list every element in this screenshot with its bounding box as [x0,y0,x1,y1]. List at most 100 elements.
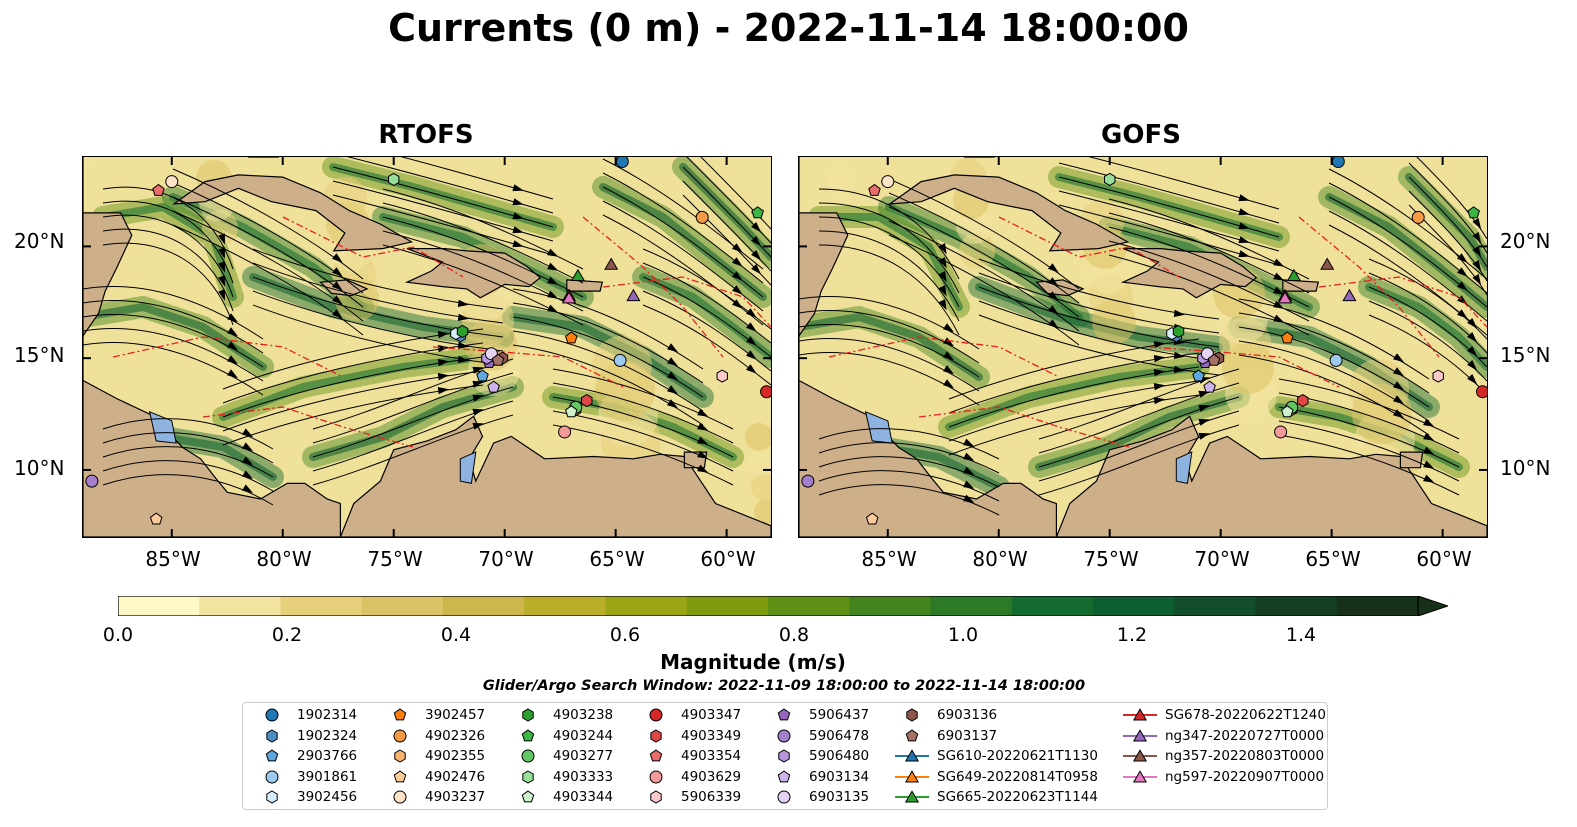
streamline [818,470,1000,502]
streamline-arrow [332,267,343,277]
legend-label: 3901861 [297,768,358,785]
streamline-arrow [227,369,238,379]
streamline-arrow [746,322,757,332]
streamline-arrow [472,380,484,388]
colorbar-segment [930,596,1013,616]
legend-item: 4902326 [381,726,501,746]
map-gofs [799,157,1487,537]
streamline [602,214,764,326]
calm-patch [751,473,771,501]
streamline-arrow [227,327,238,337]
streamline [682,166,771,258]
streamline [642,304,771,386]
streamline [686,157,771,244]
legend-item: SG649-20220814T0958 [893,767,1098,787]
streamline [1108,240,1310,322]
lake [1175,451,1193,484]
streamline-arrow [1393,353,1404,363]
streamline-arrow [472,422,484,430]
streamline [1038,396,1240,468]
streamline-arrow [1238,236,1250,244]
legend-symbol [394,749,406,763]
landmass [887,174,1130,252]
colorbar-tick: 0.6 [609,624,641,646]
eez-boundary [582,216,724,358]
legend-item: 3902457 [381,705,501,725]
platform-marker [570,268,586,281]
streamline [642,262,771,344]
streamline [888,220,1080,332]
streamline [818,230,960,322]
lon-label: 80°W [256,547,312,571]
streamline-arrow [938,271,947,283]
streamline-arrow [1472,232,1482,244]
legend-item: ng357-20220803T0000 [1121,746,1324,766]
legend-marker [1123,728,1157,741]
lon-label: 75°W [367,547,423,571]
streamline-arrow [1238,208,1250,216]
streamline-arrow [1457,281,1468,291]
legend-marker [649,770,663,783]
platform-marker [1274,425,1288,439]
streamline [252,262,504,324]
legend-item: 4903349 [637,726,757,746]
legend-label: SG649-20220814T0958 [937,768,1098,785]
streamline [1238,312,1430,394]
lake [459,451,477,484]
streamline [888,192,1080,304]
legend-item: 5906437 [765,705,885,725]
legend-symbol [393,708,407,721]
legend-item: 5906339 [637,787,757,807]
streamline [602,186,764,298]
streamline [83,286,264,340]
legend-symbol [1132,728,1148,741]
legend-item: 1902314 [253,705,373,725]
streamline-arrow [1153,369,1165,377]
legend-symbol [521,790,535,803]
platform-marker [1331,157,1345,168]
streamline [799,296,980,350]
streamline [818,244,960,336]
legend-item: 3901861 [253,767,373,787]
legend-item: SG678-20220622T1240 [1121,705,1326,725]
legend-symbol [650,728,662,743]
legend-symbol [777,708,791,721]
legend-item: SG665-20220623T1144 [893,787,1098,807]
legend-item: 4902355 [381,746,501,766]
streamline [602,200,764,312]
legend-symbol [1132,769,1148,782]
streamline-arrow [218,275,225,287]
lat-label-left: 10°N [14,456,65,480]
legend-label: 4902355 [425,748,486,764]
streamline-arrow [1393,381,1404,391]
streamline [1088,157,1280,210]
streamline-arrow [963,452,975,461]
streamline-arrow [547,248,559,257]
legend-symbol [522,708,534,722]
legend-label: 4903349 [681,727,742,744]
streamline-arrow [1198,404,1210,412]
streamline-arrow [963,494,975,503]
legend-item: 4903277 [509,746,629,766]
streamline [888,178,1080,290]
legend-symbol [1132,749,1148,762]
platform-marker [1207,353,1221,366]
eez-boundary [202,406,414,448]
landmass [1055,415,1487,537]
legend-marker [895,749,929,762]
streamline [102,460,274,492]
platform-marker [1411,210,1425,224]
legend-symbol [777,729,791,742]
platform-marker [626,288,641,302]
legend-item: 4903347 [637,705,757,725]
streamline [552,368,734,430]
streamline-arrow [1457,295,1468,305]
platform-marker [456,324,469,338]
landmass [339,415,771,537]
streamline [948,366,1200,428]
legend-symbol [521,749,535,763]
legend-marker [522,769,534,784]
platform-marker [1286,268,1302,281]
eez-boundary [1298,216,1440,358]
platform-marker [1342,288,1357,302]
